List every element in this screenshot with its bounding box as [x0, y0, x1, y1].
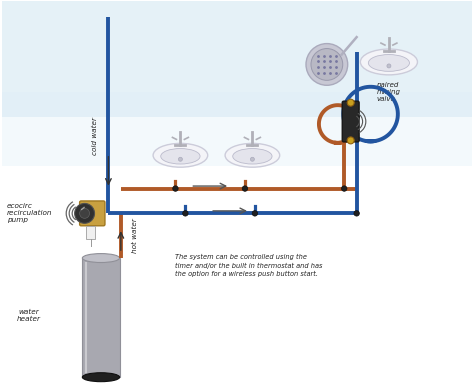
- Text: hot water: hot water: [132, 218, 138, 253]
- Text: cold water: cold water: [91, 117, 98, 156]
- Text: ecocirc
recirculation
pump: ecocirc recirculation pump: [7, 203, 52, 223]
- Circle shape: [387, 64, 391, 68]
- Text: paired
mixing
valve: paired mixing valve: [376, 82, 401, 102]
- Ellipse shape: [82, 373, 119, 382]
- Circle shape: [173, 186, 178, 191]
- Ellipse shape: [225, 143, 280, 167]
- Circle shape: [347, 99, 354, 106]
- Circle shape: [252, 211, 257, 216]
- Circle shape: [250, 157, 255, 161]
- Ellipse shape: [360, 49, 418, 75]
- Ellipse shape: [161, 149, 200, 164]
- Bar: [86, 226, 95, 239]
- FancyBboxPatch shape: [80, 201, 105, 226]
- Circle shape: [341, 186, 347, 191]
- Circle shape: [306, 43, 348, 85]
- Circle shape: [182, 211, 188, 216]
- Text: The system can be controlled using the
timer and/or the built in thermostat and : The system can be controlled using the t…: [175, 254, 323, 277]
- Circle shape: [311, 48, 343, 80]
- Circle shape: [178, 157, 182, 161]
- FancyBboxPatch shape: [82, 258, 119, 377]
- FancyBboxPatch shape: [342, 101, 359, 142]
- Ellipse shape: [368, 55, 410, 71]
- Ellipse shape: [233, 149, 272, 164]
- Circle shape: [80, 208, 90, 218]
- Ellipse shape: [153, 143, 208, 167]
- Text: water
heater: water heater: [17, 308, 41, 322]
- Circle shape: [75, 203, 94, 223]
- Circle shape: [354, 211, 359, 216]
- Circle shape: [354, 114, 359, 119]
- Circle shape: [347, 137, 354, 144]
- FancyBboxPatch shape: [2, 2, 472, 117]
- FancyBboxPatch shape: [2, 92, 472, 166]
- Circle shape: [242, 186, 248, 191]
- Ellipse shape: [82, 254, 119, 262]
